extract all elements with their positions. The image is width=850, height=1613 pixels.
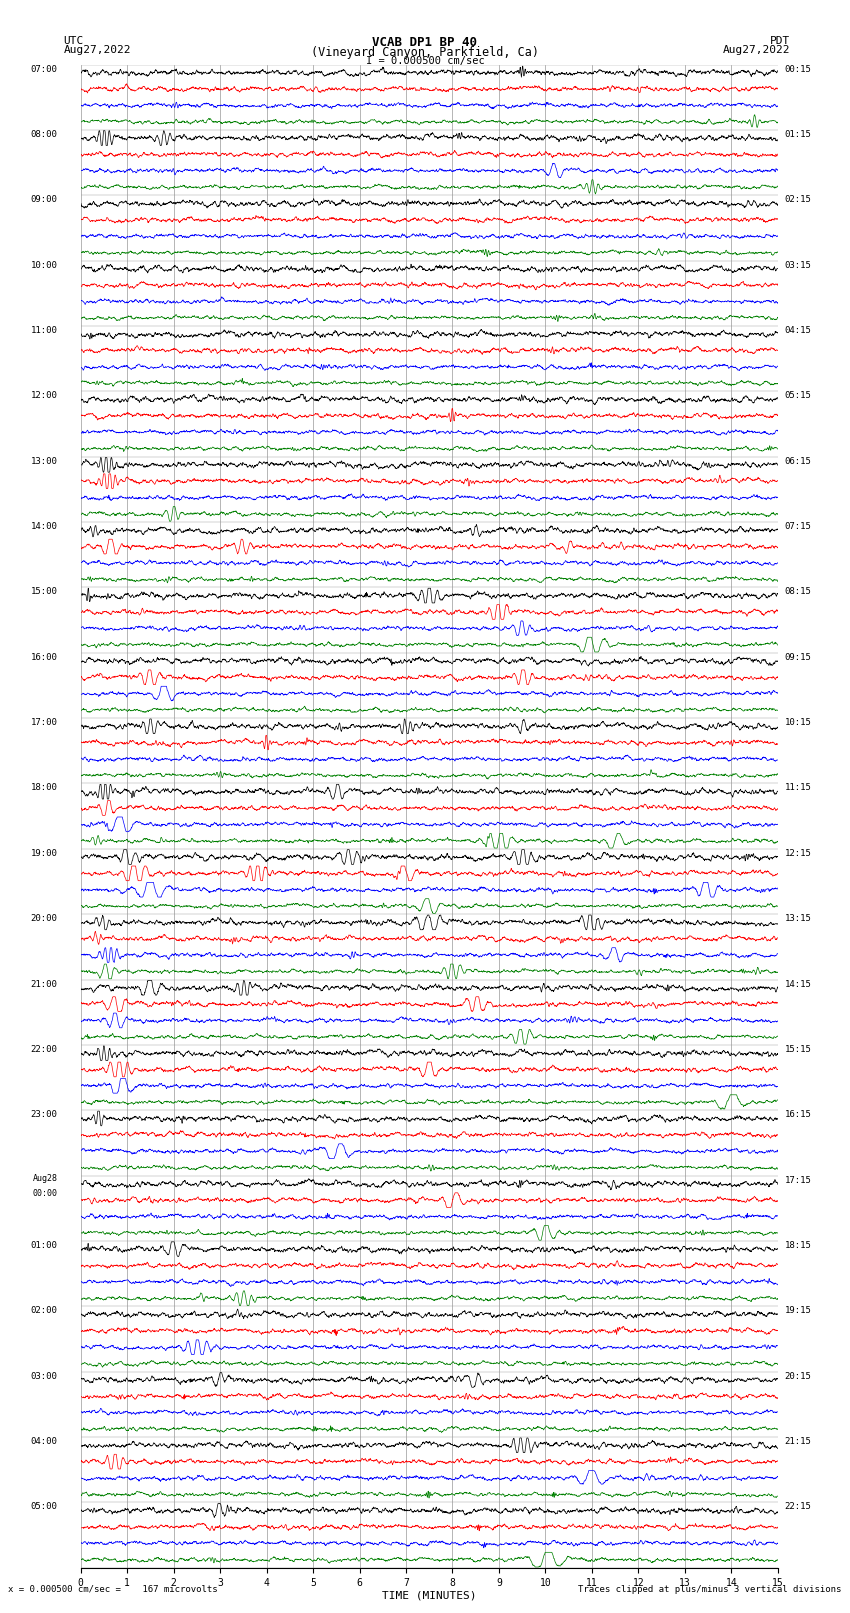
Text: Aug28: Aug28 <box>32 1174 58 1182</box>
Text: x = 0.000500 cm/sec =    167 microvolts: x = 0.000500 cm/sec = 167 microvolts <box>8 1584 218 1594</box>
Text: 16:00: 16:00 <box>31 653 58 661</box>
X-axis label: TIME (MINUTES): TIME (MINUTES) <box>382 1590 477 1600</box>
Text: 03:15: 03:15 <box>785 261 812 269</box>
Text: 18:00: 18:00 <box>31 784 58 792</box>
Text: 07:15: 07:15 <box>785 523 812 531</box>
Text: 07:00: 07:00 <box>31 65 58 74</box>
Text: 17:00: 17:00 <box>31 718 58 727</box>
Text: 17:15: 17:15 <box>785 1176 812 1184</box>
Text: 23:00: 23:00 <box>31 1110 58 1119</box>
Text: VCAB DP1 BP 40: VCAB DP1 BP 40 <box>372 37 478 50</box>
Text: 01:15: 01:15 <box>785 131 812 139</box>
Text: 19:15: 19:15 <box>785 1307 812 1315</box>
Text: 20:15: 20:15 <box>785 1371 812 1381</box>
Text: 14:15: 14:15 <box>785 979 812 989</box>
Text: 10:00: 10:00 <box>31 261 58 269</box>
Text: 15:00: 15:00 <box>31 587 58 597</box>
Text: UTC: UTC <box>64 37 84 47</box>
Text: 09:15: 09:15 <box>785 653 812 661</box>
Text: 05:00: 05:00 <box>31 1502 58 1511</box>
Text: 09:00: 09:00 <box>31 195 58 205</box>
Text: 21:00: 21:00 <box>31 979 58 989</box>
Text: 04:00: 04:00 <box>31 1437 58 1447</box>
Text: 06:15: 06:15 <box>785 456 812 466</box>
Text: 08:15: 08:15 <box>785 587 812 597</box>
Text: 11:00: 11:00 <box>31 326 58 336</box>
Text: 19:00: 19:00 <box>31 848 58 858</box>
Text: 22:15: 22:15 <box>785 1502 812 1511</box>
Text: 00:15: 00:15 <box>785 65 812 74</box>
Text: 13:00: 13:00 <box>31 456 58 466</box>
Text: 13:15: 13:15 <box>785 915 812 923</box>
Text: Aug27,2022: Aug27,2022 <box>723 45 791 55</box>
Text: 04:15: 04:15 <box>785 326 812 336</box>
Text: 05:15: 05:15 <box>785 392 812 400</box>
Text: 16:15: 16:15 <box>785 1110 812 1119</box>
Text: 12:00: 12:00 <box>31 392 58 400</box>
Text: 01:00: 01:00 <box>31 1240 58 1250</box>
Text: 21:15: 21:15 <box>785 1437 812 1447</box>
Text: 12:15: 12:15 <box>785 848 812 858</box>
Text: 00:00: 00:00 <box>32 1189 58 1198</box>
Text: 18:15: 18:15 <box>785 1240 812 1250</box>
Text: 02:00: 02:00 <box>31 1307 58 1315</box>
Text: Traces clipped at plus/minus 3 vertical divisions: Traces clipped at plus/minus 3 vertical … <box>578 1584 842 1594</box>
Text: PDT: PDT <box>770 37 790 47</box>
Text: I = 0.000500 cm/sec: I = 0.000500 cm/sec <box>366 56 484 66</box>
Text: 22:00: 22:00 <box>31 1045 58 1053</box>
Text: (Vineyard Canyon, Parkfield, Ca): (Vineyard Canyon, Parkfield, Ca) <box>311 45 539 60</box>
Text: 02:15: 02:15 <box>785 195 812 205</box>
Text: 10:15: 10:15 <box>785 718 812 727</box>
Text: Aug27,2022: Aug27,2022 <box>64 45 131 55</box>
Text: 03:00: 03:00 <box>31 1371 58 1381</box>
Text: 08:00: 08:00 <box>31 131 58 139</box>
Text: 11:15: 11:15 <box>785 784 812 792</box>
Text: 14:00: 14:00 <box>31 523 58 531</box>
Text: 20:00: 20:00 <box>31 915 58 923</box>
Text: 15:15: 15:15 <box>785 1045 812 1053</box>
